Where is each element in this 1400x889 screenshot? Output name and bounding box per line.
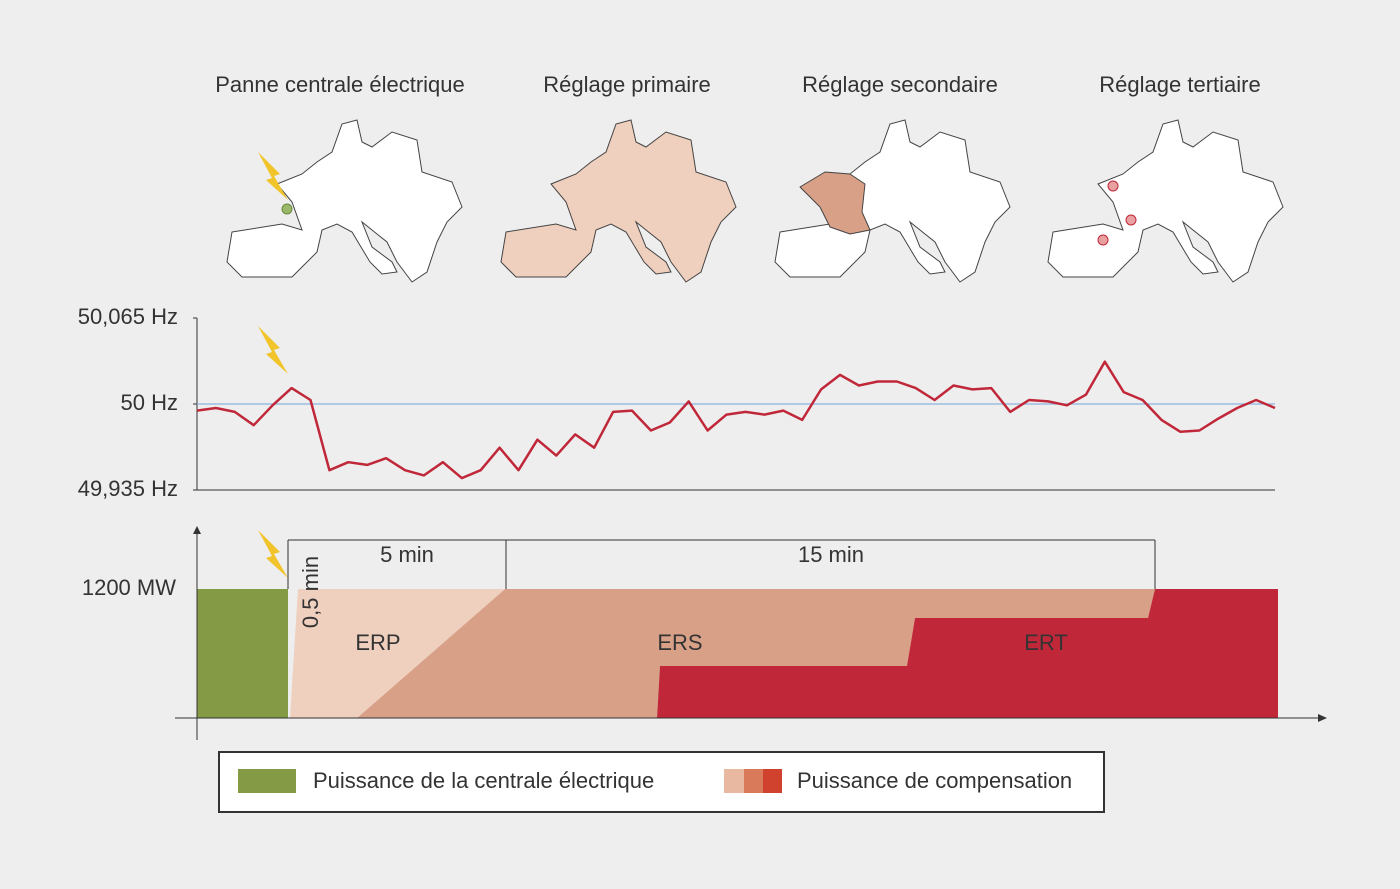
ers-area [357,589,1155,718]
map [774,119,1011,283]
map-title: Panne centrale électrique [215,72,465,97]
lightning [258,326,288,374]
lightning [258,530,288,578]
arrow [1318,714,1327,722]
erp-area [290,589,505,718]
map-titles: Panne centrale électrique Réglage primai… [215,72,1260,97]
duration-brackets [287,539,1156,589]
map-title: Réglage primaire [543,72,711,97]
map [1047,119,1284,283]
duration-label: 15 min [798,542,864,567]
legend-label: Puissance de la centrale électrique [313,768,654,793]
legend-label: Puissance de compensation [797,768,1072,793]
y-tick-label: 50 Hz [121,390,178,415]
plant-power [197,589,288,718]
power-label: 1200 MW [82,575,176,600]
legend-swatch [744,769,763,793]
ert-area [657,589,1278,718]
duration-label: 0,5 min [298,556,323,628]
map [500,119,737,283]
region-label: ERP [355,630,400,655]
frequency-line [196,360,1276,480]
map [226,119,463,283]
map-title: Réglage tertiaire [1099,72,1260,97]
y-tick-label: 49,935 Hz [78,476,178,501]
y-tick-label: 50,065 Hz [78,304,178,329]
arrow [193,526,201,534]
legend [218,751,1105,813]
duration-label: 5 min [380,542,434,567]
map-title: Réglage secondaire [802,72,998,97]
legend-swatch [724,769,744,793]
legend-swatch [238,769,296,793]
legend-swatch [763,769,782,793]
frequency-chart: 50,065 Hz 50 Hz 49,935 Hz [78,304,1276,501]
region-label: ERS [657,630,702,655]
region-label: ERT [1024,630,1068,655]
